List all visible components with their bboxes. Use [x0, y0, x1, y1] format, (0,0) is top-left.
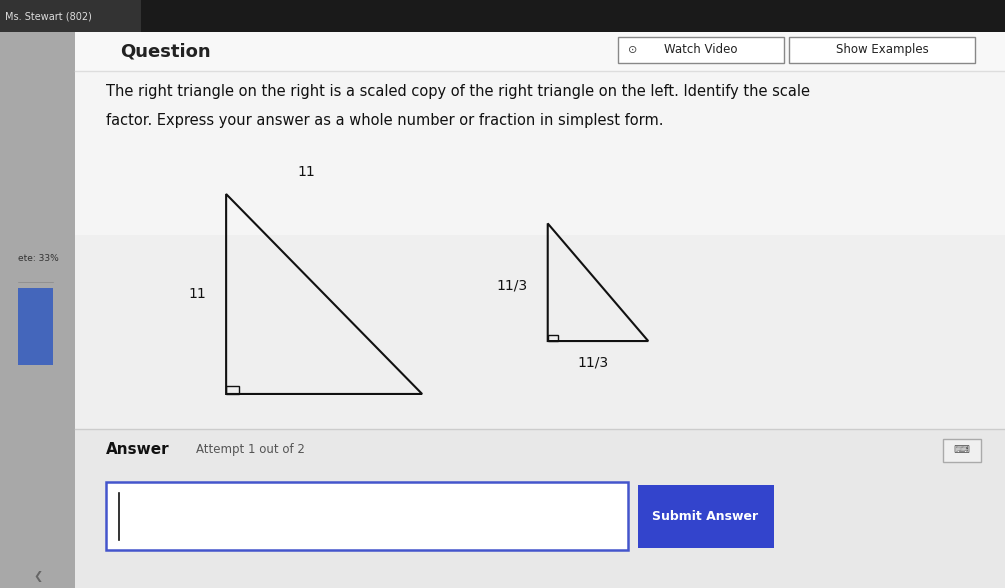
- Text: ⌨: ⌨: [954, 445, 970, 456]
- Bar: [75, 71, 1005, 235]
- Text: The right triangle on the right is a scaled copy of the right triangle on the le: The right triangle on the right is a sca…: [106, 83, 809, 99]
- Text: 11/3: 11/3: [496, 278, 528, 292]
- Text: ❮: ❮: [33, 571, 43, 582]
- Text: Submit Answer: Submit Answer: [652, 510, 759, 523]
- Text: 11: 11: [297, 165, 316, 179]
- Text: Question: Question: [121, 42, 211, 60]
- Bar: [548, 335, 558, 341]
- Text: factor. Express your answer as a whole number or fraction in simplest form.: factor. Express your answer as a whole n…: [106, 113, 663, 128]
- Text: ete: 33%: ete: 33%: [18, 254, 58, 263]
- Bar: [75, 235, 1005, 429]
- FancyBboxPatch shape: [638, 485, 774, 548]
- Bar: [75, 32, 1005, 71]
- FancyBboxPatch shape: [618, 37, 784, 63]
- Bar: [0, 0, 141, 32]
- Text: Ms. Stewart (802): Ms. Stewart (802): [5, 11, 91, 22]
- Bar: [226, 386, 239, 394]
- Text: Watch Video: Watch Video: [663, 44, 738, 56]
- Text: ⊙: ⊙: [628, 45, 638, 55]
- FancyBboxPatch shape: [943, 439, 981, 462]
- Bar: [0, 0, 75, 588]
- Bar: [18, 288, 53, 365]
- Bar: [0, 0, 1005, 32]
- Bar: [75, 429, 1005, 588]
- Text: 11: 11: [188, 287, 206, 301]
- Text: 11/3: 11/3: [578, 356, 608, 370]
- Text: Answer: Answer: [106, 442, 169, 457]
- Text: Attempt 1 out of 2: Attempt 1 out of 2: [196, 443, 305, 456]
- FancyBboxPatch shape: [789, 37, 975, 63]
- FancyBboxPatch shape: [106, 482, 628, 550]
- Text: Show Examples: Show Examples: [836, 44, 929, 56]
